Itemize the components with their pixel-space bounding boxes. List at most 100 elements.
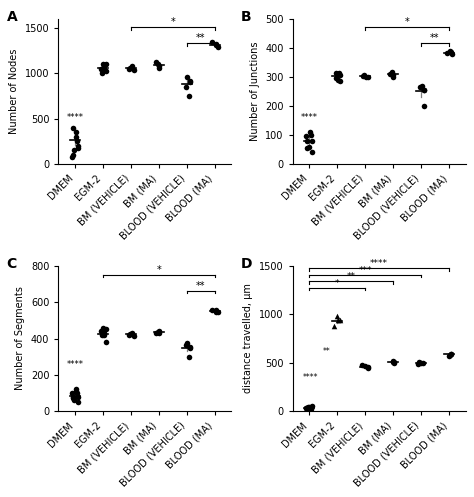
Point (364, 364, 371, 372)
Point (74, 144, 82, 152)
Text: **: ** (322, 347, 330, 356)
Point (420, 86, 428, 94)
Point (359, 73, 367, 81)
Point (68, 389, 76, 397)
Point (309, 137, 316, 145)
Point (126, 64, 134, 72)
Point (214, 308, 221, 316)
Text: *: * (335, 279, 339, 288)
Point (447, 350, 455, 358)
Point (391, 359, 398, 367)
Text: ****: **** (301, 113, 318, 122)
Point (102, 60, 109, 68)
Point (102, 68, 109, 76)
Point (74, 398, 82, 406)
Point (418, 359, 425, 367)
Point (213, 41, 220, 49)
Point (446, 351, 454, 359)
Point (69, 151, 77, 159)
Point (306, 403, 313, 411)
Point (361, 362, 369, 370)
Point (337, 72, 344, 80)
Point (72, 387, 80, 395)
Point (98, 65, 105, 73)
Point (330, 322, 338, 330)
Point (100, 331, 108, 339)
Point (333, 312, 341, 320)
Text: A: A (7, 10, 17, 24)
Point (98, 331, 106, 339)
Point (72, 128, 80, 136)
Point (209, 306, 216, 314)
Point (74, 393, 82, 401)
Point (308, 149, 316, 157)
Point (100, 62, 108, 70)
Point (98, 327, 105, 335)
Point (155, 328, 162, 335)
Point (446, 47, 454, 55)
Point (183, 339, 191, 347)
Point (334, 70, 341, 78)
Y-axis label: distance travelled, μm: distance travelled, μm (244, 284, 254, 394)
Point (363, 73, 370, 81)
Point (69, 124, 77, 132)
Point (69, 393, 77, 401)
Point (334, 76, 342, 84)
Text: ****: **** (67, 360, 84, 369)
Point (365, 74, 372, 82)
Point (186, 343, 193, 351)
Point (155, 330, 163, 337)
Point (303, 144, 311, 152)
Point (306, 406, 314, 414)
Text: D: D (241, 257, 252, 271)
Point (74, 142, 82, 150)
Point (307, 405, 314, 413)
Point (98, 69, 106, 77)
Point (126, 330, 134, 338)
Text: **: ** (347, 272, 356, 281)
Point (155, 327, 163, 335)
Point (302, 404, 310, 412)
Point (100, 65, 107, 73)
Point (72, 133, 80, 141)
Point (155, 62, 163, 70)
Point (415, 358, 423, 366)
Point (445, 352, 452, 360)
Point (334, 316, 342, 324)
Point (448, 50, 456, 58)
Text: ****: **** (303, 373, 319, 382)
Point (185, 353, 193, 361)
Point (302, 405, 310, 413)
Point (100, 329, 107, 337)
Point (389, 358, 397, 366)
Text: **: ** (196, 33, 206, 43)
Point (390, 358, 398, 366)
Point (128, 329, 136, 337)
Text: **: ** (196, 281, 206, 291)
Point (214, 43, 221, 51)
Point (420, 86, 428, 94)
Point (185, 92, 193, 100)
Point (306, 128, 314, 136)
Text: ****: **** (370, 259, 388, 268)
Point (130, 332, 138, 340)
Point (102, 338, 109, 346)
Point (390, 71, 397, 79)
Point (183, 73, 191, 81)
Point (186, 344, 193, 352)
Point (360, 71, 368, 79)
Point (125, 65, 133, 73)
Point (358, 361, 366, 369)
Point (304, 403, 312, 411)
Point (73, 137, 81, 145)
Point (447, 48, 455, 56)
Point (337, 316, 344, 324)
Point (302, 133, 310, 141)
Point (71, 147, 78, 155)
Point (390, 73, 397, 81)
Text: **: ** (430, 33, 440, 43)
Point (72, 385, 80, 393)
Point (308, 405, 315, 413)
Y-axis label: Number of Segments: Number of Segments (15, 287, 25, 391)
Point (100, 60, 107, 68)
